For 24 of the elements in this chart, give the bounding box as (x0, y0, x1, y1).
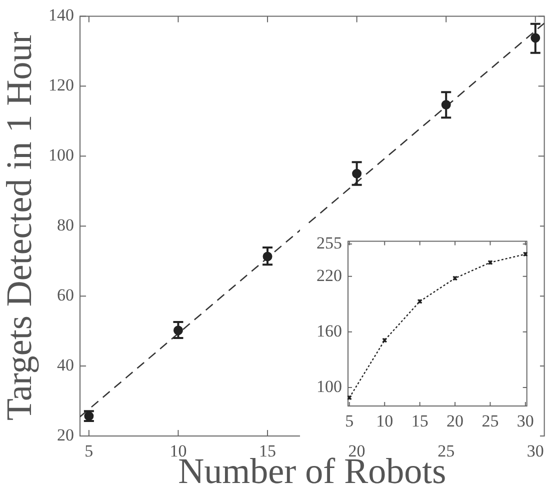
y-tick-label: 255 (316, 233, 342, 252)
x-tick-label: 20 (446, 412, 464, 431)
x-tick-label: 15 (259, 442, 276, 461)
x-tick-label: 30 (516, 412, 534, 431)
x-tick-label: 15 (411, 412, 428, 431)
x-tick-label: 20 (348, 442, 366, 461)
x-tick-label: 10 (376, 412, 394, 431)
y-tick-label: 20 (57, 425, 74, 444)
y-tick-label: 100 (48, 146, 74, 165)
y-tick-label: 80 (57, 216, 74, 235)
x-tick-label: 25 (482, 412, 499, 431)
y-tick-label: 100 (316, 376, 342, 396)
y-tick-label: 160 (316, 321, 342, 340)
y-tick-label: 40 (57, 356, 74, 374)
x-tick-label: 5 (84, 442, 94, 461)
x-tick-label: 25 (438, 442, 455, 461)
y-tick-label: 120 (48, 76, 74, 95)
y-tick-label: 220 (316, 266, 342, 285)
y-axis-title: Targets Detected in 1 Hour (0, 32, 40, 420)
x-tick-label: 10 (170, 442, 187, 461)
y-tick-label: 60 (57, 286, 74, 305)
y-tick-label: 140 (48, 6, 74, 25)
x-tick-label: 30 (526, 442, 544, 461)
x-tick-label: 5 (345, 412, 354, 431)
